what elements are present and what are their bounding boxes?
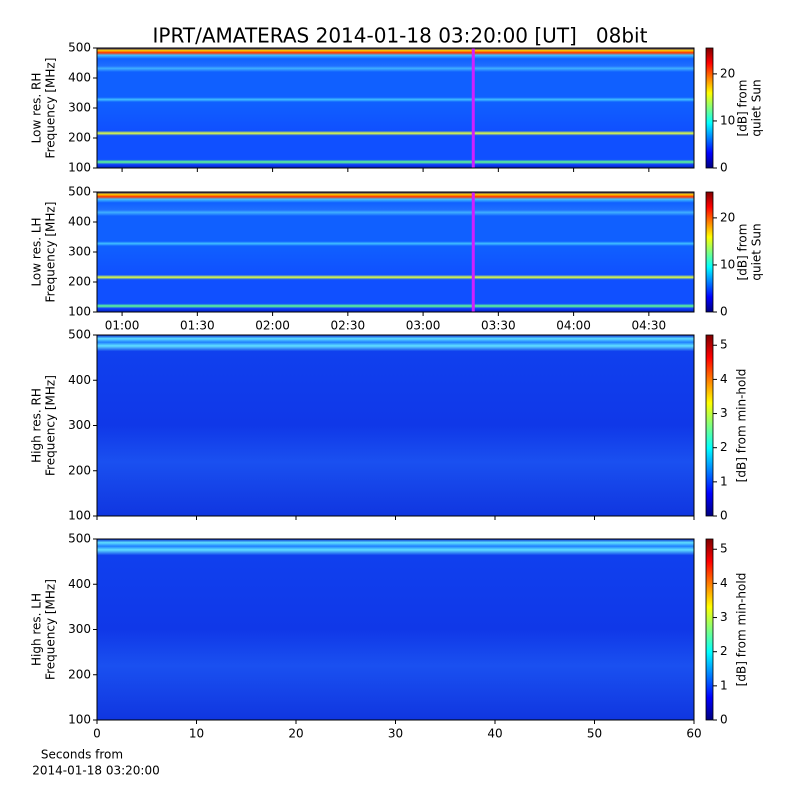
colorbar <box>705 334 714 517</box>
y-axis-label: Low res. RH <box>30 73 44 144</box>
y-tick-label: 100 <box>68 305 91 319</box>
y-tick-label: 500 <box>68 532 91 546</box>
x-tick-label: 04:30 <box>632 319 667 333</box>
x-tick-label: 02:30 <box>331 319 366 333</box>
y-tick-label: 200 <box>68 667 91 681</box>
x-tick-label: 01:30 <box>180 319 215 333</box>
colorbar-tick-label: 10 <box>720 113 735 127</box>
y-tick-label: 100 <box>68 509 91 523</box>
x-tick-label: 01:00 <box>105 319 140 333</box>
y-tick-label: 300 <box>68 101 91 115</box>
colorbar-label: [dB] from min-hold <box>735 369 749 483</box>
colorbar <box>705 538 714 721</box>
x-tick-label: 20 <box>288 727 303 741</box>
colorbar-tick-label: 2 <box>720 440 728 454</box>
x-tick-label: 60 <box>686 727 701 741</box>
colorbar-tick-label: 0 <box>720 509 728 523</box>
colorbar-tick-label: 4 <box>720 576 728 590</box>
y-axis-label: Low res. LH <box>30 217 44 286</box>
y-tick-label: 400 <box>68 215 91 229</box>
y-tick-label: 300 <box>68 418 91 432</box>
x-tick-label: 50 <box>587 727 602 741</box>
colorbar-tick-label: 3 <box>720 406 728 420</box>
y-tick-label: 300 <box>68 622 91 636</box>
colorbar-tick-label: 20 <box>720 210 735 224</box>
y-tick-label: 400 <box>68 577 91 591</box>
y-axis-label: Frequency [MHz] <box>44 375 58 476</box>
colorbar-tick-label: 0 <box>720 305 728 319</box>
y-tick-label: 500 <box>68 185 91 199</box>
y-tick-label: 500 <box>68 41 91 55</box>
y-axis-label: High res. LH <box>30 593 44 666</box>
y-tick-label: 100 <box>68 713 91 727</box>
colorbar-tick-label: 1 <box>720 474 728 488</box>
x-tick-label: 30 <box>388 727 403 741</box>
x-tick-label: 02:00 <box>255 319 290 333</box>
chart-title: IPRT/AMATERAS 2014-01-18 03:20:00 [UT] 0… <box>153 24 648 48</box>
x-tick-label: 0 <box>93 727 101 741</box>
x-axis-label: Seconds from <box>41 748 123 762</box>
colorbar-tick-label: 0 <box>720 713 728 727</box>
colorbar-label: [dB] from <box>736 80 750 137</box>
x-tick-label: 03:00 <box>406 319 441 333</box>
colorbar-label: [dB] from min-hold <box>735 573 749 687</box>
spectrogram <box>97 48 694 168</box>
y-axis-label: Frequency [MHz] <box>44 58 58 159</box>
y-axis-label: Frequency [MHz] <box>44 579 58 680</box>
colorbar-tick-label: 3 <box>720 610 728 624</box>
y-axis-label: Frequency [MHz] <box>44 202 58 303</box>
colorbar <box>705 191 714 313</box>
y-tick-label: 500 <box>68 328 91 342</box>
colorbar-label: quiet Sun <box>750 79 764 136</box>
x-axis-label: 2014-01-18 03:20:00 <box>32 764 159 778</box>
y-tick-label: 200 <box>68 463 91 477</box>
colorbar <box>705 47 714 169</box>
colorbar-label: quiet Sun <box>750 223 764 280</box>
y-tick-label: 200 <box>68 131 91 145</box>
spectrogram <box>97 539 694 720</box>
colorbar-tick-label: 5 <box>720 542 728 556</box>
spectrogram <box>97 335 694 516</box>
colorbar-tick-label: 1 <box>720 678 728 692</box>
colorbar-tick-label: 5 <box>720 338 728 352</box>
colorbar-tick-label: 4 <box>720 372 728 386</box>
y-tick-label: 300 <box>68 245 91 259</box>
spectrogram <box>97 192 694 312</box>
colorbar-tick-label: 2 <box>720 644 728 658</box>
x-tick-label: 40 <box>487 727 502 741</box>
colorbar-tick-label: 20 <box>720 66 735 80</box>
y-tick-label: 400 <box>68 71 91 85</box>
x-tick-label: 04:00 <box>556 319 591 333</box>
x-tick-label: 10 <box>189 727 204 741</box>
x-tick-label: 03:30 <box>481 319 516 333</box>
y-tick-label: 200 <box>68 275 91 289</box>
y-tick-label: 400 <box>68 373 91 387</box>
colorbar-tick-label: 0 <box>720 161 728 175</box>
y-axis-label: High res. RH <box>30 388 44 463</box>
colorbar-tick-label: 10 <box>720 257 735 271</box>
y-tick-label: 100 <box>68 161 91 175</box>
colorbar-label: [dB] from <box>736 224 750 281</box>
